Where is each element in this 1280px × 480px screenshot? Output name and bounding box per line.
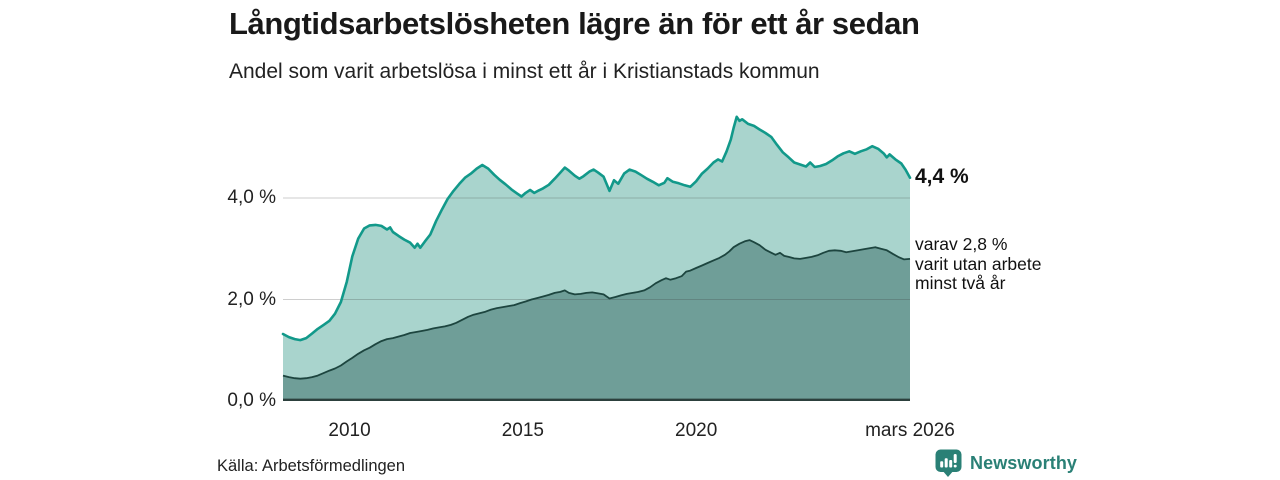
logo-bar-3: [949, 460, 953, 468]
endpoint-label-total: 4,4 %: [915, 165, 969, 188]
endpoint-label-subset-line2: varit utan arbete: [915, 253, 1042, 274]
endpoint-label-subset-line3: minst två år: [915, 273, 1006, 293]
source-attribution: Källa: Arbetsförmedlingen: [217, 457, 406, 475]
newsworthy-logo-text: Newsworthy: [970, 453, 1078, 473]
logo-bar-2: [944, 458, 948, 468]
x-tick-label: 2015: [501, 420, 544, 441]
logo-exclamation-dot: [953, 464, 957, 468]
y-tick-label: 0,0 %: [227, 390, 276, 411]
area-chart-plot: [281, 115, 912, 402]
series-area-min-two-years: [283, 240, 910, 401]
logo-exclamation-bar: [953, 454, 957, 463]
series-line-min-two-years: [282, 239, 911, 380]
chart-title: Långtidsarbetslösheten lägre än för ett …: [229, 6, 920, 41]
y-tick-label: 2,0 %: [227, 288, 276, 310]
newsworthy-logo-icon: [935, 449, 962, 477]
logo-bar-1: [940, 461, 944, 468]
x-tick-label: mars 2026: [865, 420, 955, 441]
logo-bubble-shape: [935, 449, 962, 477]
x-tick-label: 2020: [675, 420, 718, 441]
series-line-min-one-year: [281, 115, 912, 342]
x-tick-label: 2010: [328, 420, 371, 441]
endpoint-label-subset-line1: varav 2,8 %: [915, 234, 1008, 254]
endpoint-label-subset: varav 2,8 % varit utan arbete minst två …: [915, 234, 1042, 294]
chart-subtitle: Andel som varit arbetslösa i minst ett å…: [229, 60, 820, 83]
newsworthy-logo: Newsworthy: [935, 449, 1077, 478]
y-tick-label: 4,0 %: [227, 187, 276, 208]
